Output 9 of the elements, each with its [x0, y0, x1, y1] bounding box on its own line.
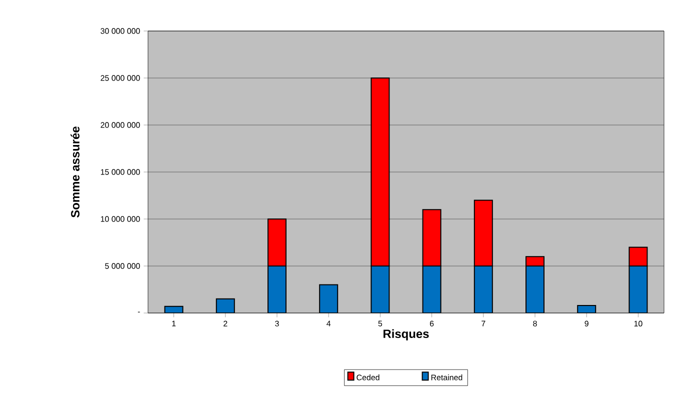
- bar: [422, 266, 442, 313]
- bar: [319, 284, 338, 313]
- x-axis-title: Risques: [384, 329, 429, 340]
- bar: [526, 266, 544, 313]
- bar: [474, 266, 493, 313]
- y-axis-title: Somme assurée: [70, 126, 80, 218]
- bar: [628, 266, 648, 313]
- bar: [268, 266, 286, 313]
- bar: [370, 266, 390, 313]
